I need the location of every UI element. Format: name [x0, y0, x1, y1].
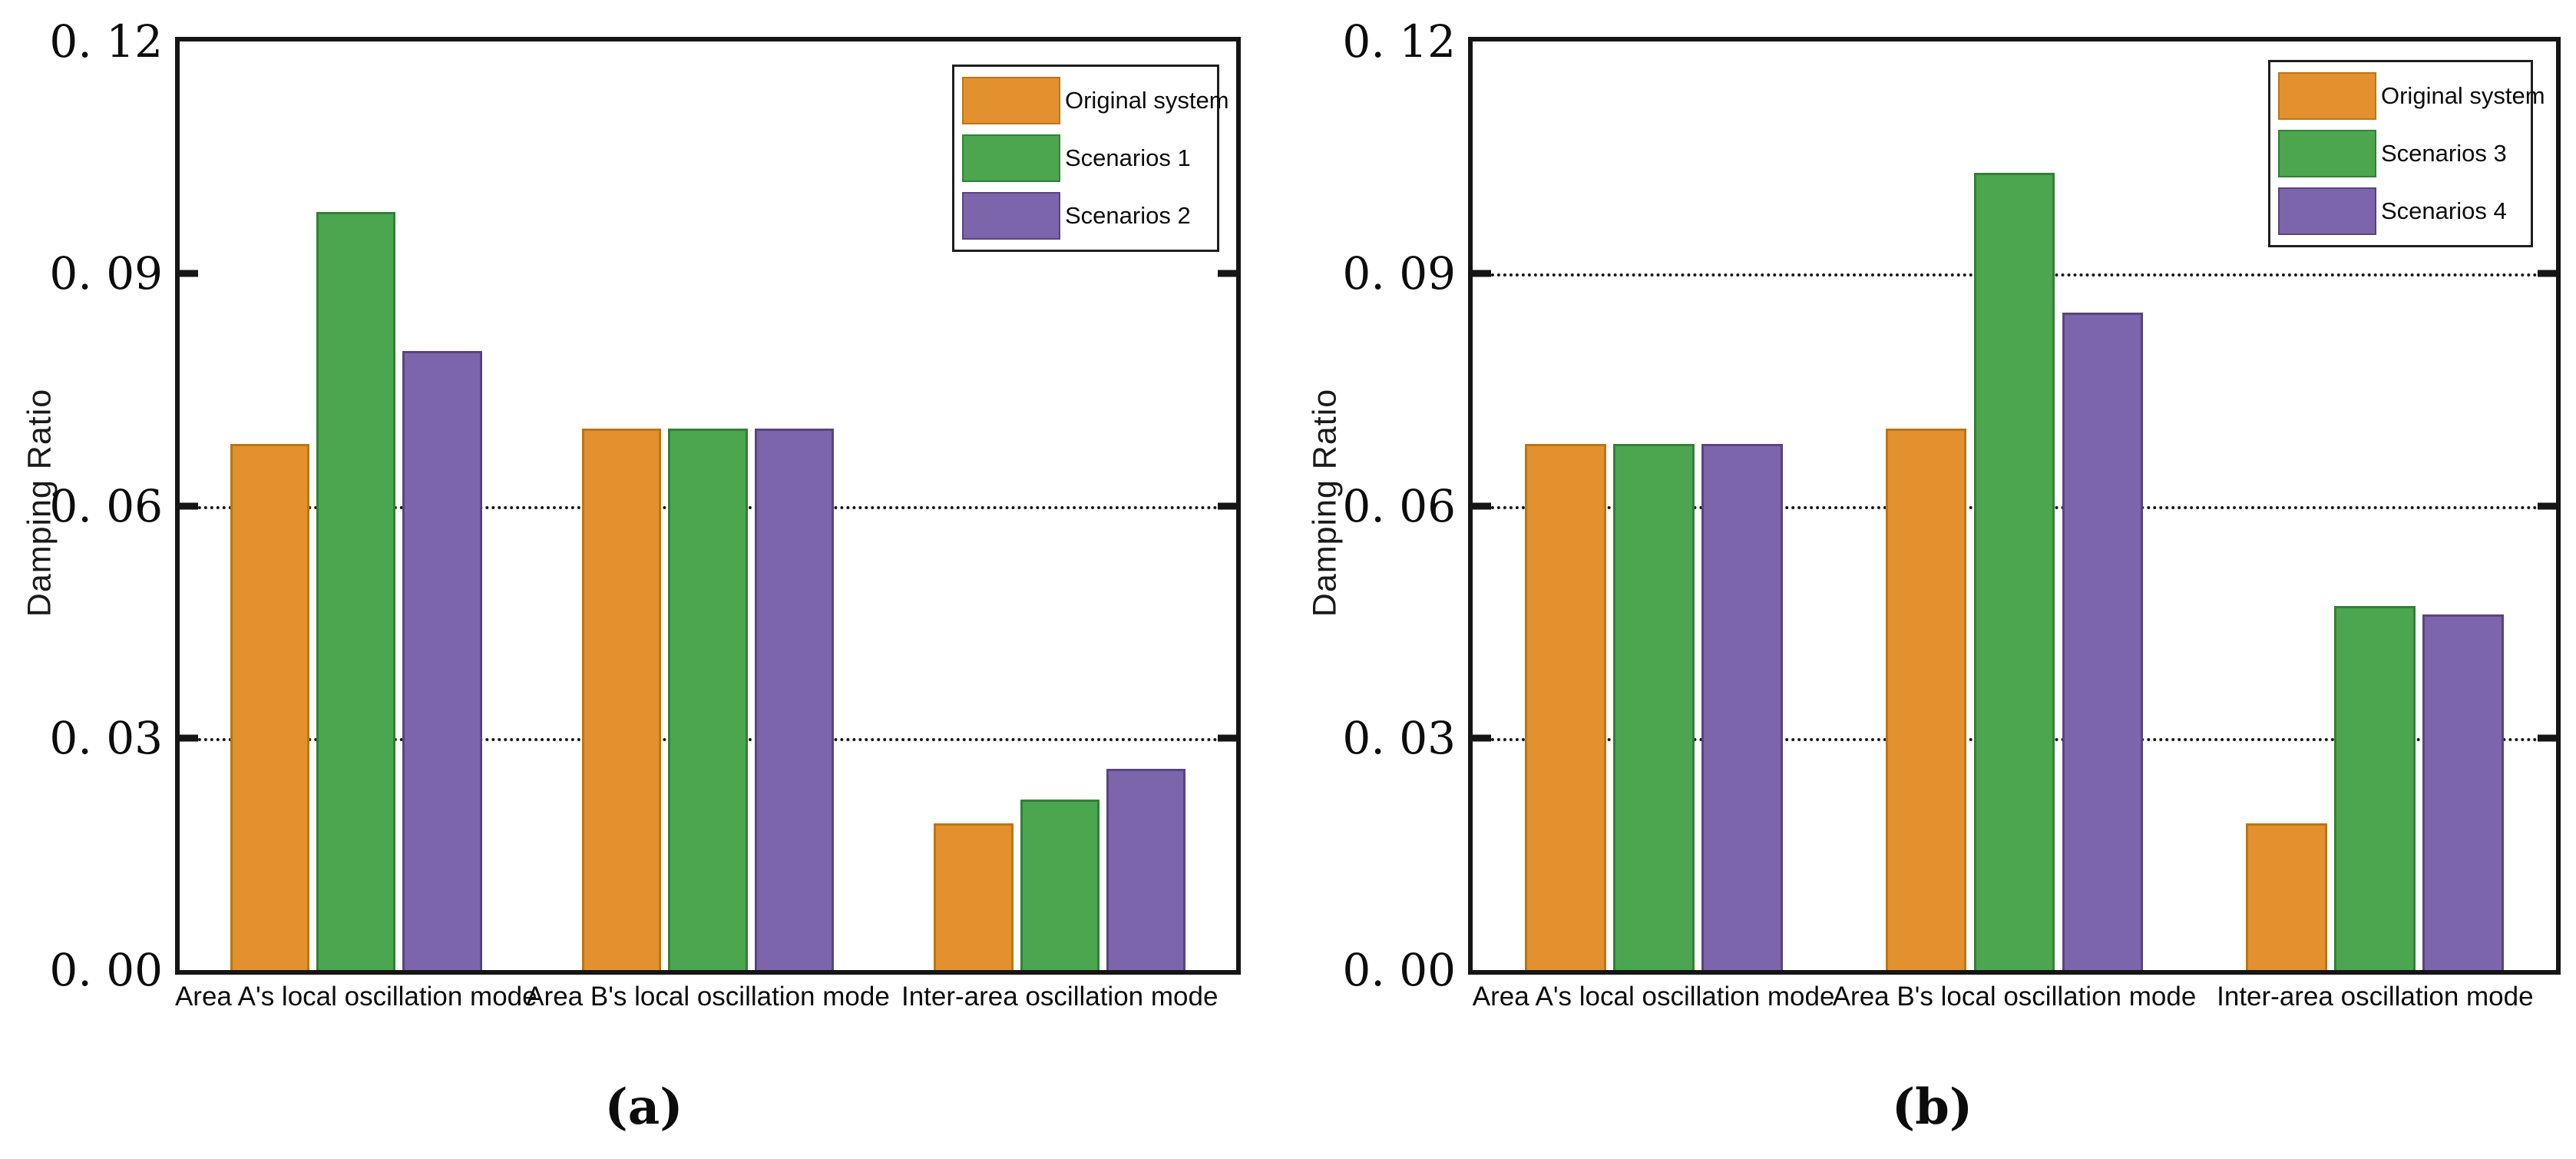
bar-original-system — [582, 428, 662, 970]
y-tick-label: 0. 12 — [1342, 15, 1456, 68]
legend-swatch-green — [962, 134, 1060, 182]
y-tick-label: 0. 09 — [1342, 247, 1456, 300]
y-axis-title: Damping Ratio — [1306, 388, 1344, 618]
bar-scenarios-1 — [1020, 800, 1100, 970]
y-tick-mark — [2538, 270, 2556, 277]
y-tick-mark — [1218, 502, 1236, 509]
x-category-label: Area A's local oscillation mode — [1472, 982, 1835, 1012]
legend-label: Scenarios 3 — [2381, 140, 2507, 167]
legend-swatch-purple — [2278, 187, 2376, 235]
legend-swatch-green — [2278, 130, 2376, 177]
y-tick-label: 0. 06 — [49, 479, 163, 532]
legend-swatch-orange — [2278, 72, 2376, 120]
legend-item: Original system — [2278, 72, 2545, 120]
y-tick-mark — [1473, 734, 1491, 742]
legend-label: Scenarios 2 — [1065, 202, 1191, 229]
bar-original-system — [230, 443, 310, 970]
bar-scenarios-2 — [1106, 769, 1185, 970]
y-tick-mark — [180, 270, 198, 277]
x-category-label: Area A's local oscillation mode — [174, 982, 537, 1012]
y-tick-label: 0. 03 — [1342, 711, 1456, 764]
bar-original-system — [1524, 443, 1606, 970]
legend-item: Original system — [962, 77, 1229, 124]
legend-item: Scenarios 1 — [962, 134, 1209, 182]
subfigure-caption-a: (a) — [604, 1078, 683, 1136]
y-tick-label: 0. 00 — [1342, 944, 1456, 996]
bar-scenarios-1 — [668, 428, 748, 970]
y-tick-mark — [1218, 734, 1236, 742]
x-category-label: Inter-area oscillation mode — [2217, 982, 2534, 1012]
legend: Original system Scenarios 3 Scenarios 4 — [2268, 60, 2545, 247]
legend-swatch-orange — [962, 77, 1060, 124]
y-tick-mark — [180, 734, 198, 742]
y-tick-label: 0. 03 — [49, 711, 163, 764]
plot-area-a: 0. 00 0. 03 0. 06 0. 09 0. 12 Area A's local … — [49, 19, 1241, 1012]
bar-scenarios-4 — [1701, 443, 1783, 970]
y-tick-mark — [2538, 502, 2556, 509]
legend: Original system Scenarios 1 Scenarios 2 — [952, 65, 1229, 252]
y-tick-mark — [1473, 270, 1491, 277]
y-tick-mark — [180, 502, 198, 509]
y-tick-mark — [1473, 502, 1491, 509]
bar-scenarios-3 — [1612, 443, 1695, 970]
y-tick-mark — [2538, 734, 2556, 742]
chart-panel-b: Damping Ratio 0. 00 0. 03 0. 06 0. 09 0. 12 A… — [1288, 0, 2576, 1159]
bar-scenarios-4 — [2062, 312, 2144, 970]
x-category-label: Area B's local oscillation mode — [1832, 982, 2197, 1012]
bar-original-system — [2246, 823, 2328, 970]
legend-item: Scenarios 4 — [2278, 187, 2523, 235]
legend-label: Original system — [1065, 87, 1229, 114]
y-tick-label: 0. 12 — [49, 15, 163, 68]
bar-scenarios-3 — [2334, 606, 2416, 970]
legend-swatch-purple — [962, 192, 1060, 240]
bar-scenarios-2 — [402, 351, 482, 970]
bar-original-system — [1885, 428, 1967, 970]
bar-scenarios-1 — [316, 211, 396, 970]
bar-scenarios-3 — [1973, 173, 2055, 970]
bar-scenarios-4 — [2422, 614, 2505, 970]
legend-item: Scenarios 2 — [962, 192, 1209, 240]
y-tick-label: 0. 09 — [49, 247, 163, 300]
x-category-label: Area B's local oscillation mode — [526, 982, 890, 1012]
x-category-label: Inter-area oscillation mode — [901, 982, 1219, 1012]
legend-label: Scenarios 4 — [2381, 197, 2507, 224]
chart-panel-a: Damping Ratio 0. 00 0. 03 0. 06 0. 09 0. 12 A… — [21, 19, 1241, 1136]
bar-original-system — [934, 823, 1014, 970]
y-tick-label: 0. 00 — [49, 944, 163, 996]
legend-label: Original system — [2381, 82, 2545, 109]
legend-item: Scenarios 3 — [2278, 130, 2523, 177]
subfigure-caption-b: (b) — [1891, 1078, 1973, 1136]
plot-area-b: 0. 00 0. 03 0. 06 0. 09 0. 12 Area A's local … — [1342, 19, 2561, 1012]
y-tick-mark — [1218, 270, 1236, 277]
legend-label: Scenarios 1 — [1065, 144, 1191, 171]
y-tick-label: 0. 06 — [1342, 479, 1456, 532]
bar-scenarios-2 — [754, 428, 834, 970]
